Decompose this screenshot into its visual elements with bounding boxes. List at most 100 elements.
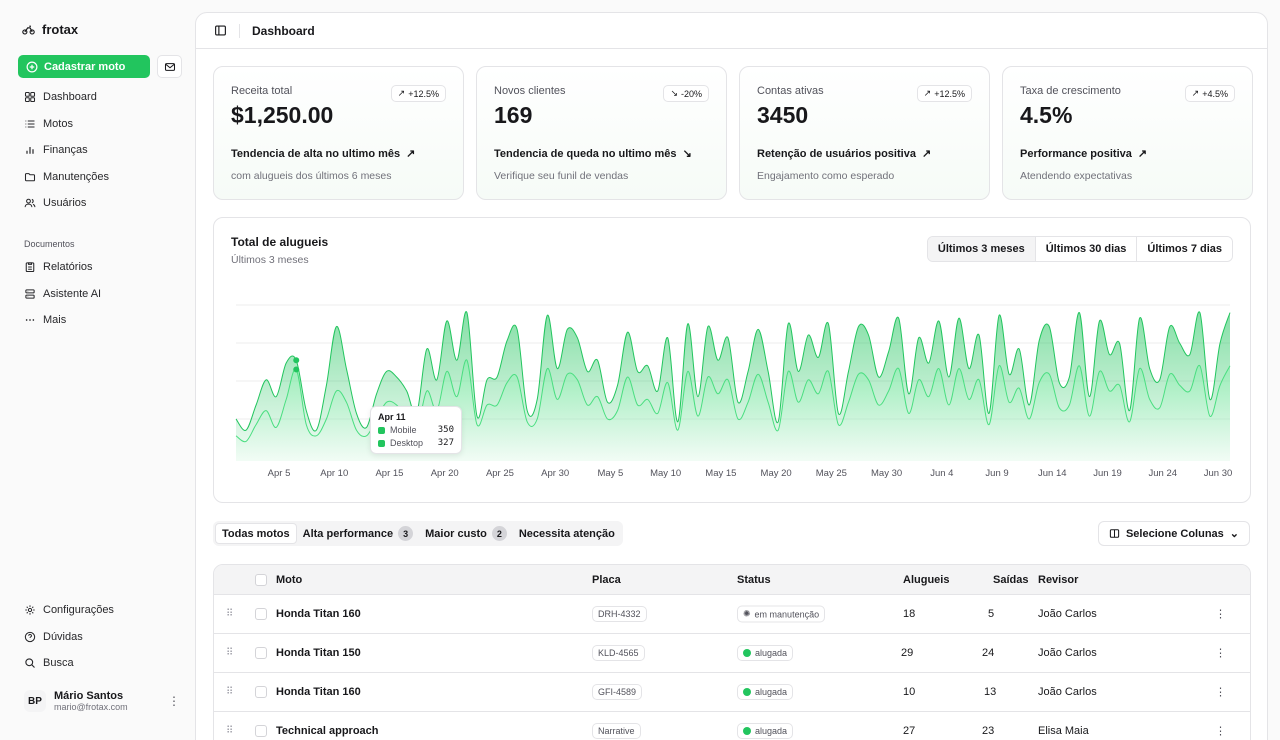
tab-alta-performance[interactable]: Alta performance 3 bbox=[297, 523, 419, 544]
trend-up-icon: ↗ bbox=[397, 88, 406, 98]
col-saidas[interactable]: Saídas bbox=[993, 573, 1029, 586]
chevron-down-icon: ⌄ bbox=[1229, 528, 1239, 540]
nav-item-relatorios[interactable]: Relatórios bbox=[18, 254, 178, 281]
chart-tooltip: Apr 11 Mobile 350 Desktop 327 bbox=[370, 406, 462, 454]
status-badge: ✺ em manutenção bbox=[737, 605, 826, 623]
nav-item-duvidas[interactable]: Dúvidas bbox=[18, 624, 178, 651]
kpi-value: 169 bbox=[494, 102, 533, 128]
tooltip-row-mobile: Mobile 350 bbox=[378, 425, 454, 435]
kpi-badge-value: -20% bbox=[680, 88, 702, 99]
tab-maior-custo[interactable]: Maior custo 2 bbox=[419, 523, 513, 544]
kpi-trend: Tendencia de queda no ultimo mês ↘ bbox=[494, 147, 709, 161]
nav-item-usuarios[interactable]: Usuários bbox=[18, 190, 178, 217]
nav-item-mais[interactable]: Mais bbox=[18, 307, 178, 334]
row-checkbox[interactable] bbox=[255, 647, 267, 659]
sidebar-toggle-icon[interactable] bbox=[214, 24, 227, 37]
tab-necessita-atencao[interactable]: Necessita atenção bbox=[513, 523, 621, 544]
range-30-days[interactable]: Últimos 30 dias bbox=[1034, 237, 1137, 261]
row-more-icon[interactable]: ⋮ bbox=[1215, 725, 1226, 738]
kpi-badge-value: +4.5% bbox=[1202, 88, 1228, 99]
nav-item-configuracoes[interactable]: Configurações bbox=[18, 597, 178, 624]
kpi-trend-text: Performance positiva bbox=[1020, 147, 1132, 160]
tab-count-badge: 2 bbox=[491, 526, 507, 541]
documents-section-label: Documentos bbox=[24, 239, 75, 249]
range-3-months[interactable]: Últimos 3 meses bbox=[927, 237, 1035, 261]
x-tick-label: Jun 24 bbox=[1148, 468, 1177, 479]
brand[interactable]: frotax bbox=[22, 22, 78, 37]
nav-item-assistente[interactable]: Asistente AI bbox=[18, 281, 178, 308]
col-status[interactable]: Status bbox=[737, 573, 771, 586]
user-menu[interactable]: BP Mário Santos mario@frotax.com ⋮ bbox=[24, 690, 180, 712]
nav-label: Mais bbox=[43, 314, 67, 327]
drag-handle-icon[interactable]: ⠿ bbox=[226, 647, 234, 659]
drag-handle-icon[interactable]: ⠿ bbox=[226, 686, 234, 698]
avatar: BP bbox=[24, 690, 46, 712]
kpi-subtext: Verifique seu funil de vendas bbox=[494, 170, 629, 182]
row-checkbox[interactable] bbox=[255, 608, 267, 620]
nav-item-motos[interactable]: Motos bbox=[18, 111, 178, 138]
status-badge: alugada bbox=[737, 645, 794, 661]
footer-nav: Configurações Dúvidas Busca bbox=[18, 597, 178, 677]
status-text: alugada bbox=[755, 687, 788, 697]
moto-name: Honda Titan 160 bbox=[276, 686, 361, 698]
kpi-card-crescimento: Taxa de crescimento 4.5% ↗ +4.5% Performa… bbox=[1002, 66, 1253, 200]
row-checkbox[interactable] bbox=[255, 686, 267, 698]
main-panel: Dashboard Receita total $1,250.00 ↗ +12.5… bbox=[195, 12, 1268, 740]
col-moto[interactable]: Moto bbox=[276, 573, 303, 586]
row-more-icon[interactable]: ⋮ bbox=[1215, 647, 1226, 660]
col-alugueis[interactable]: Alugueis bbox=[903, 573, 950, 586]
x-tick-label: May 25 bbox=[816, 468, 847, 479]
alugueis-value: 27 bbox=[903, 725, 916, 737]
table-row[interactable]: ⠿ Honda Titan 160 DRH-4332 ✺ em manutençã… bbox=[214, 595, 1250, 634]
tooltip-series-value: 327 bbox=[437, 438, 454, 448]
moto-name: Technical approach bbox=[276, 725, 379, 737]
revisor-name: João Carlos bbox=[1038, 647, 1097, 659]
brand-name: frotax bbox=[42, 22, 79, 37]
nav-item-manutencoes[interactable]: Manutenções bbox=[18, 164, 178, 191]
table-row[interactable]: ⠿ Technical approach Narrative alugada 2… bbox=[214, 712, 1250, 740]
list-icon bbox=[25, 120, 35, 128]
select-columns-button[interactable]: Selecione Colunas ⌄ bbox=[1097, 521, 1250, 546]
kpi-trend-text: Tendencia de queda no ultimo mês bbox=[494, 147, 677, 160]
moto-name: Honda Titan 160 bbox=[276, 608, 361, 620]
row-more-icon[interactable]: ⋮ bbox=[1215, 608, 1226, 621]
nav-item-busca[interactable]: Busca bbox=[18, 650, 178, 677]
kpi-badge-value: +12.5% bbox=[934, 88, 965, 99]
col-placa[interactable]: Placa bbox=[592, 573, 621, 586]
series-area-desktop bbox=[236, 359, 1230, 461]
check-circle-icon bbox=[743, 727, 751, 735]
nav-item-financas[interactable]: Finanças bbox=[18, 137, 178, 164]
tab-todas-motos[interactable]: Todas motos bbox=[215, 523, 297, 544]
x-tick-label: May 5 bbox=[597, 468, 623, 479]
row-checkbox[interactable] bbox=[255, 725, 267, 737]
drag-handle-icon[interactable]: ⠿ bbox=[226, 725, 234, 737]
drag-handle-icon[interactable]: ⠿ bbox=[226, 608, 234, 620]
x-tick-label: Apr 30 bbox=[541, 468, 569, 479]
motorcycle-icon bbox=[22, 25, 35, 35]
help-icon bbox=[24, 631, 36, 642]
trend-up-icon: ↗ bbox=[406, 148, 416, 160]
kpi-badge: ↗ +12.5% bbox=[916, 85, 972, 102]
status-text: alugada bbox=[755, 726, 788, 736]
database-icon bbox=[25, 289, 35, 299]
table-row[interactable]: ⠿ Honda Titan 150 KLD-4565 alugada 29 24… bbox=[214, 634, 1250, 673]
check-circle-icon bbox=[743, 649, 751, 657]
kpi-cards: Receita total $1,250.00 ↗ +12.5% Tendenci… bbox=[213, 66, 1253, 200]
user-more-icon[interactable]: ⋮ bbox=[168, 694, 180, 708]
kpi-badge-value: +12.5% bbox=[408, 88, 439, 99]
kpi-label: Receita total bbox=[231, 85, 293, 97]
range-7-days[interactable]: Últimos 7 dias bbox=[1136, 237, 1232, 261]
nav-label: Configurações bbox=[43, 604, 114, 617]
inbox-button[interactable] bbox=[157, 55, 182, 78]
table-row[interactable]: ⠿ Honda Titan 160 GFI-4589 alugada 10 13… bbox=[214, 673, 1250, 712]
kpi-card-clientes: Novos clientes 169 ↘ -20% Tendencia de qu… bbox=[476, 66, 727, 200]
col-revisor[interactable]: Revisor bbox=[1038, 573, 1079, 586]
row-more-icon[interactable]: ⋮ bbox=[1215, 686, 1226, 699]
tooltip-series-value: 350 bbox=[437, 425, 454, 435]
select-all-checkbox[interactable] bbox=[255, 573, 267, 586]
mail-icon bbox=[164, 62, 175, 71]
nav-item-dashboard[interactable]: Dashboard bbox=[18, 84, 178, 111]
add-moto-button[interactable]: Cadastrar moto bbox=[18, 55, 150, 78]
columns-icon bbox=[1109, 529, 1120, 538]
main-nav: Dashboard Motos Finanças Manutenções Usu… bbox=[18, 84, 178, 217]
